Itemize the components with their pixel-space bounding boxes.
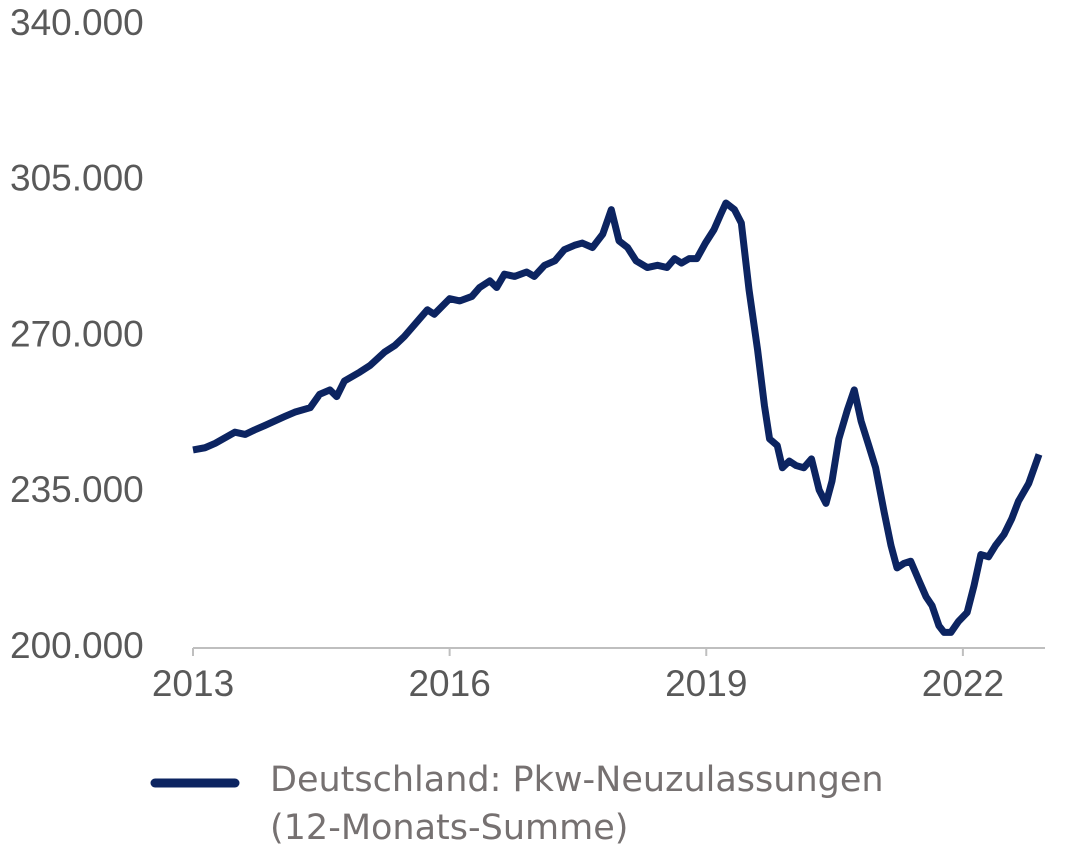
y-tick-label: 235.000 xyxy=(10,469,144,510)
y-tick-label: 270.000 xyxy=(10,313,144,354)
series-line xyxy=(192,199,1043,636)
y-tick-label: 200.000 xyxy=(10,625,144,666)
x-tick-label: 2019 xyxy=(665,663,747,704)
x-tick-label: 2013 xyxy=(152,663,234,704)
y-tick-label: 340.000 xyxy=(10,2,144,43)
legend-label: Deutschland: Pkw-Neuzulassungen (12-Mona… xyxy=(270,760,884,848)
y-tick-label: 305.000 xyxy=(10,158,144,199)
x-tick-label: 2022 xyxy=(922,663,1004,704)
x-tick-label: 2016 xyxy=(408,663,490,704)
